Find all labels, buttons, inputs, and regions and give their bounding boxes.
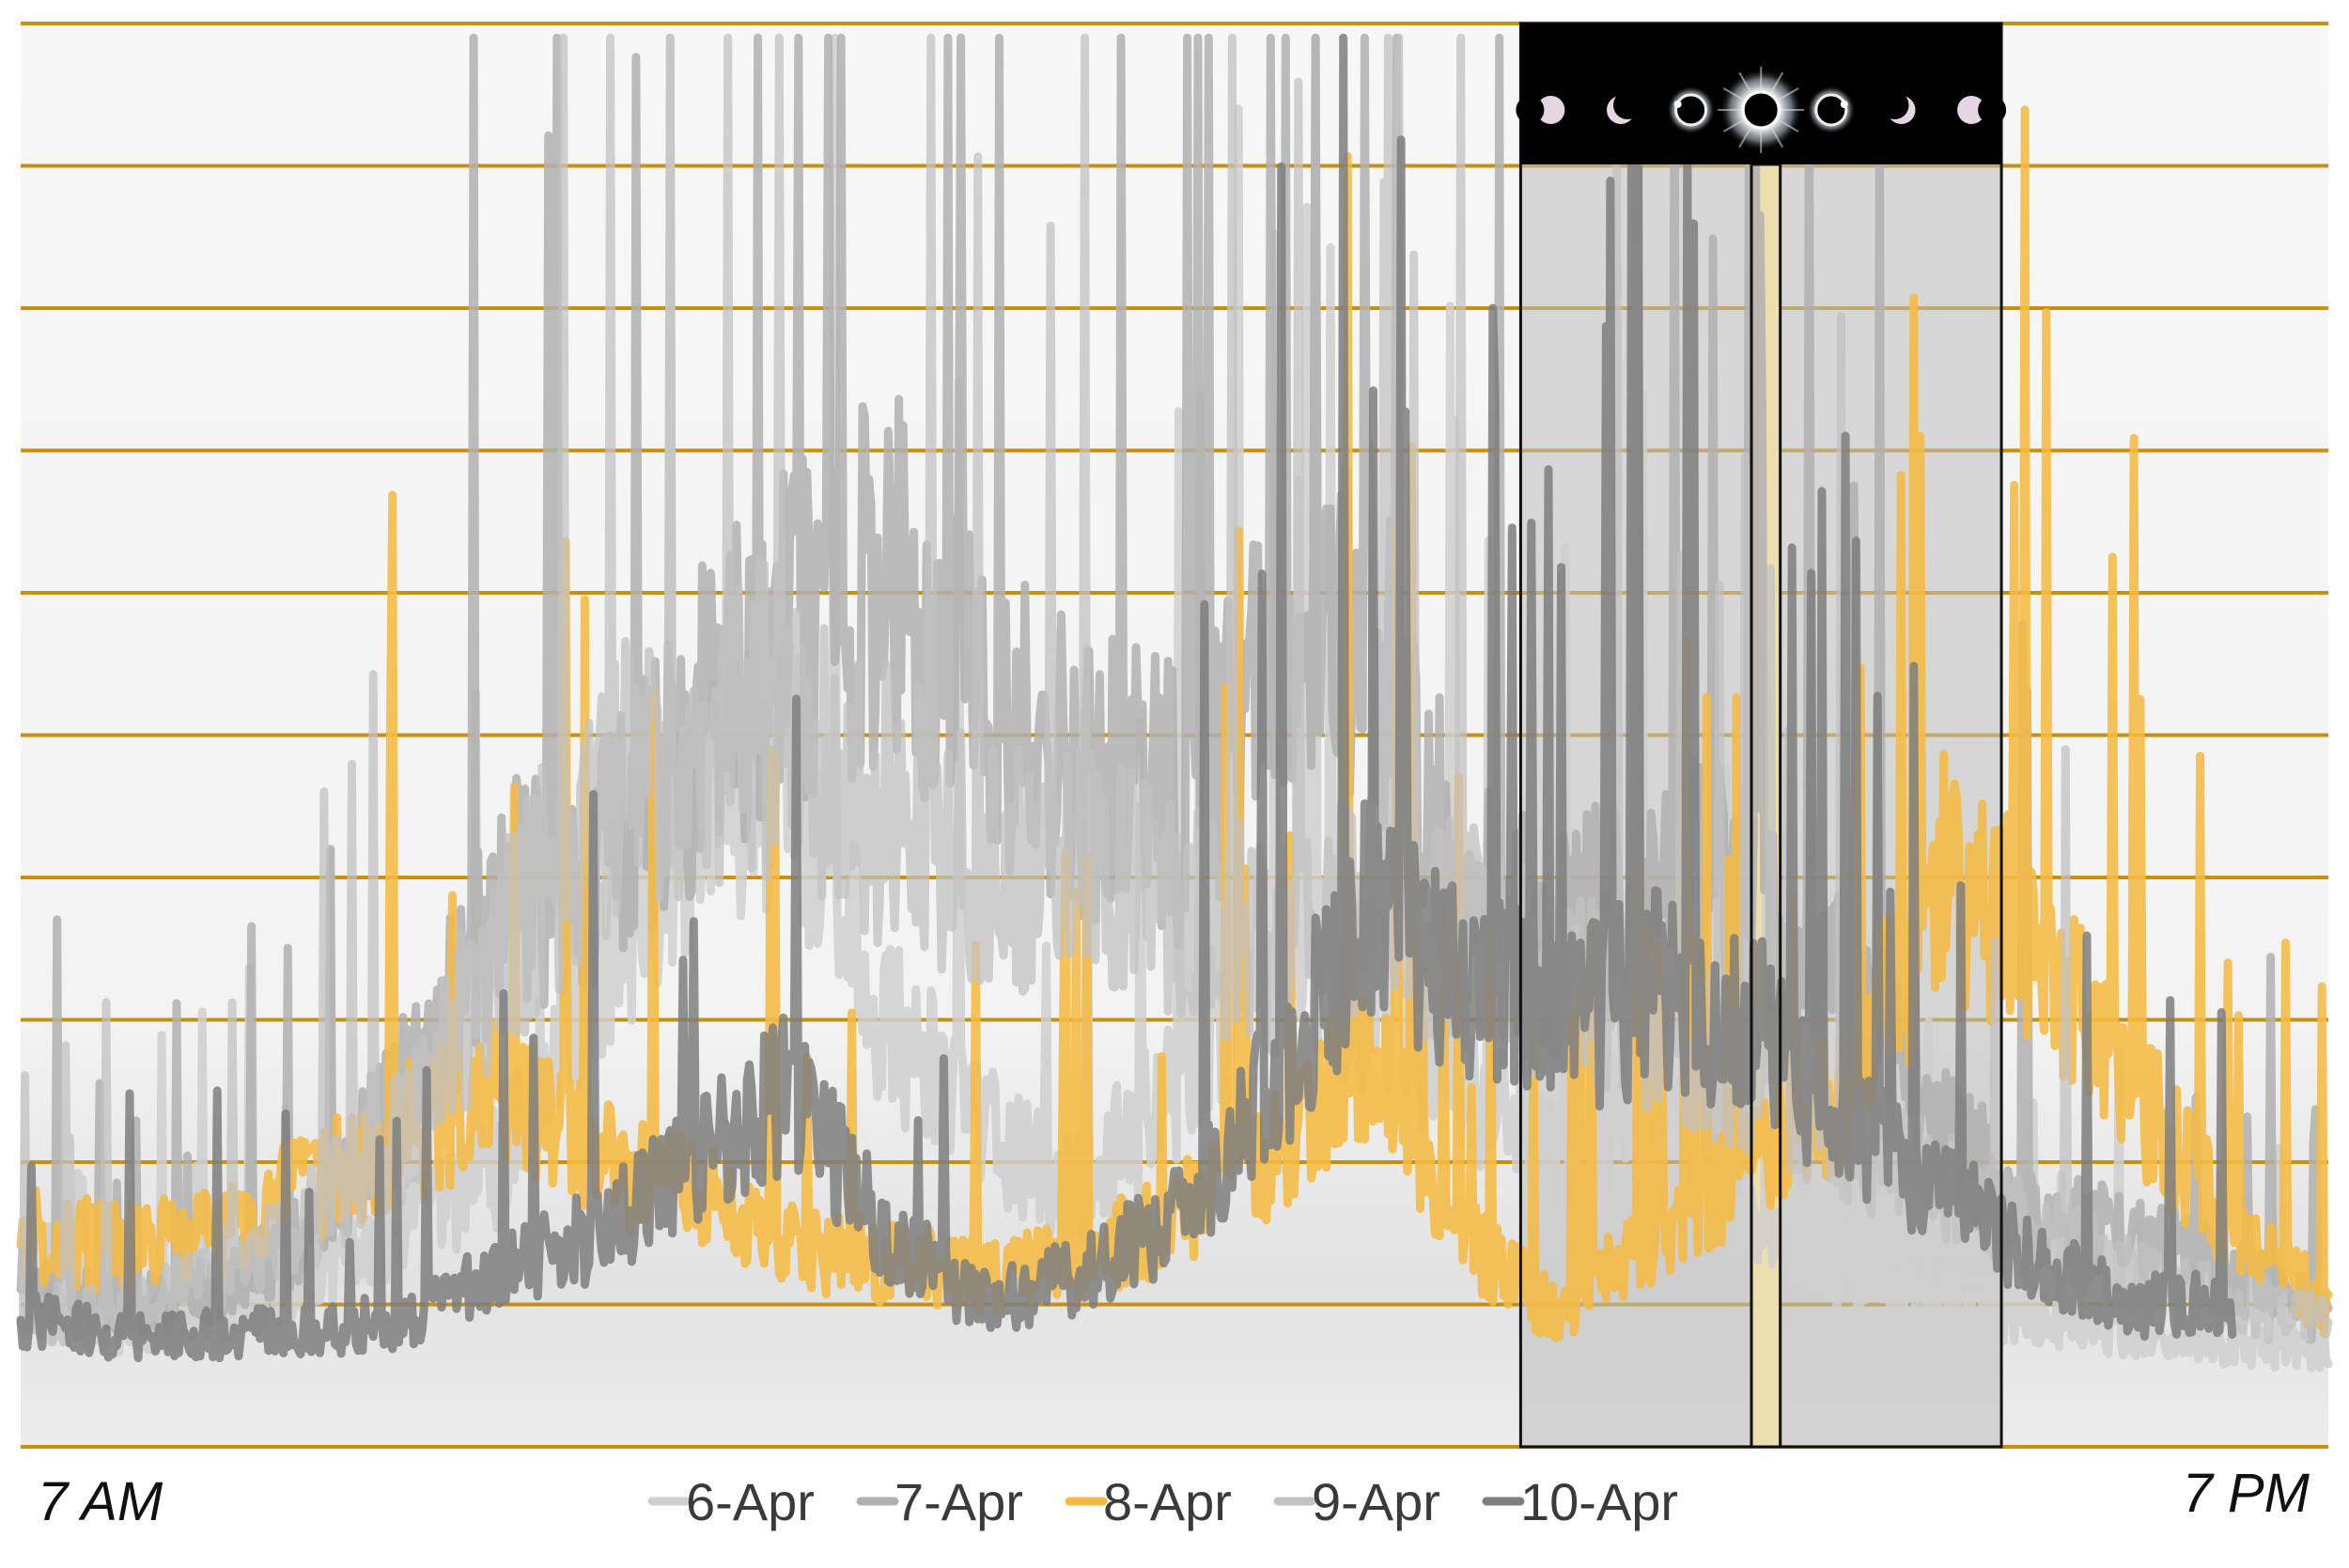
moon-disk xyxy=(1674,93,1708,127)
legend-entry: 10-Apr xyxy=(1482,1472,1678,1531)
eclipse-phase-strip xyxy=(1516,23,2007,164)
diamond-ring-icon xyxy=(1806,85,1856,134)
legend-entry: 7-Apr xyxy=(856,1472,1023,1531)
series-line-6-apr xyxy=(16,33,2333,1373)
totality-corona-icon xyxy=(1718,67,1805,153)
diamond-flash xyxy=(1673,101,1682,108)
crescent-phase-icon xyxy=(1607,91,1641,124)
moon-disk xyxy=(1814,93,1848,127)
moon-disk xyxy=(1880,91,1909,119)
legend: 6-Apr 7-Apr 8-Apr 9-Apr 10-Apr xyxy=(647,1472,1678,1531)
series-line-10-apr xyxy=(16,33,2237,1362)
legend-label: 10-Apr xyxy=(1520,1472,1678,1531)
series-layer xyxy=(16,33,2333,1373)
x-start-label: 7 AM xyxy=(38,1471,163,1532)
moon-disk xyxy=(1613,91,1641,119)
sun-disk xyxy=(1536,96,1565,124)
moon-disk xyxy=(1516,96,1545,124)
diamond-flash xyxy=(1840,101,1848,108)
sun-disk xyxy=(1957,96,1986,124)
moon-disk xyxy=(1978,96,2007,124)
x-end-label: 7 PM xyxy=(2183,1463,2310,1524)
legend-label: 8-Apr xyxy=(1103,1472,1232,1531)
partial-phase-icon xyxy=(1516,96,1565,124)
legend-entry: 8-Apr xyxy=(1065,1472,1232,1531)
legend-entry: 6-Apr xyxy=(647,1472,815,1531)
legend-label: 6-Apr xyxy=(686,1472,815,1531)
partial-phase-icon xyxy=(1957,96,2007,124)
crescent-phase-icon xyxy=(1880,91,1916,124)
moon-disk xyxy=(1741,90,1781,130)
legend-entry: 9-Apr xyxy=(1273,1472,1440,1531)
diamond-ring-icon xyxy=(1666,85,1716,134)
legend-label: 7-Apr xyxy=(894,1472,1023,1531)
legend-label: 9-Apr xyxy=(1312,1472,1440,1531)
